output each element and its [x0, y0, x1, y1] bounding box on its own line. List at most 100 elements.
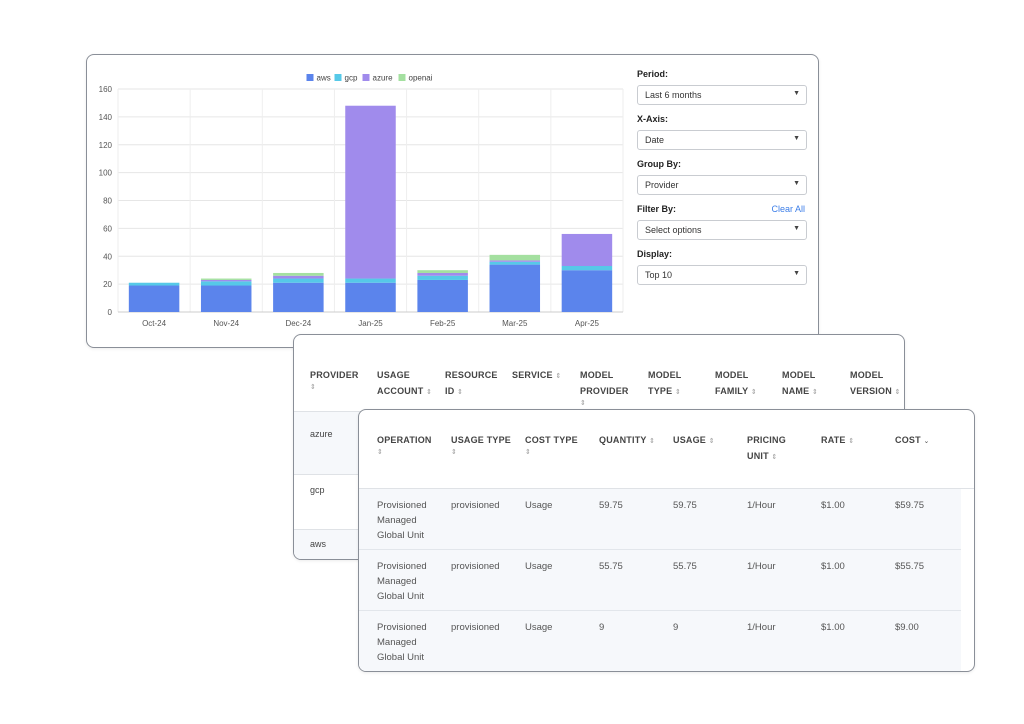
- header-model-family[interactable]: MODEL FAMILY ⇕: [715, 367, 757, 401]
- xaxis-value: Date: [645, 135, 665, 145]
- operation-line: Managed: [377, 576, 417, 587]
- sort-icon: ⇕: [894, 389, 901, 396]
- header-cost[interactable]: COST ⌄: [895, 432, 930, 450]
- legend-swatch: [362, 74, 370, 81]
- header-model-version[interactable]: MODEL VERSION ⇕: [850, 367, 901, 401]
- header-label-line1: RESOURCE: [445, 370, 498, 380]
- stacked-bar-chart: 0 20 40 60 80 100 120 140 160 Oct-24 Nov-24 Dec-24 J…: [99, 74, 624, 328]
- header-label-line1: MODEL: [580, 370, 614, 380]
- header-cost-type[interactable]: COST TYPE ⇕: [525, 432, 578, 458]
- sort-icon: ⇕: [580, 400, 587, 407]
- sort-desc-icon: ⌄: [923, 438, 930, 445]
- header-service[interactable]: SERVICE ⇕: [512, 367, 562, 385]
- bar-segment-aws: [489, 264, 541, 312]
- header-label-line2: VERSION: [850, 386, 892, 396]
- display-select[interactable]: Top 10 ▼: [637, 265, 807, 285]
- bar-segment-openai: [273, 272, 324, 276]
- header-resource-id[interactable]: RESOURCE ID ⇕: [445, 367, 498, 401]
- header-label-line1: PRICING: [747, 435, 786, 445]
- xaxis-label: X-Axis:: [637, 114, 669, 124]
- sort-icon: ⇕: [555, 373, 562, 380]
- group-by-select[interactable]: Provider ▼: [637, 175, 807, 195]
- x-tick-label: Mar-25: [502, 319, 528, 328]
- provider-cell: gcp: [310, 485, 325, 495]
- filter-by-value: Select options: [645, 225, 702, 235]
- y-tick-label: 160: [99, 85, 113, 94]
- table-row[interactable]: Provisioned Managed Global Unit provisio…: [359, 489, 961, 550]
- header-operation[interactable]: OPERATION ⇕: [377, 432, 432, 458]
- header-usage[interactable]: USAGE ⇕: [673, 432, 715, 450]
- provider-table-header: PROVIDER ⇕ USAGE ACCOUNT ⇕ RESOURCE ID ⇕…: [294, 335, 904, 410]
- x-tick-label: Oct-24: [142, 319, 167, 328]
- legend-swatch: [398, 74, 406, 81]
- caret-down-icon: ▼: [793, 90, 800, 97]
- xaxis-select[interactable]: Date ▼: [637, 130, 807, 150]
- filter-by-select[interactable]: Select options ▼: [637, 220, 807, 240]
- sort-icon: ⇕: [708, 438, 715, 445]
- header-label-line1: USAGE: [377, 370, 411, 380]
- usage-type-cell: provisioned: [451, 500, 500, 511]
- bar-segment-azure: [200, 279, 252, 282]
- legend-label: gcp: [345, 74, 358, 83]
- header-usage-type-label: USAGE TYPE: [451, 435, 512, 445]
- sort-icon: ⇕: [457, 389, 464, 396]
- header-usage-account[interactable]: USAGE ACCOUNT ⇕: [377, 367, 432, 401]
- operation-line: Provisioned: [377, 500, 427, 511]
- usage-cell: 9: [673, 622, 679, 633]
- operation-line: Provisioned: [377, 622, 427, 633]
- usage-cell: 59.75: [673, 500, 697, 511]
- sort-icon: ⇕: [812, 389, 819, 396]
- bar-segment-aws: [345, 282, 396, 312]
- usage-type-cell: provisioned: [451, 622, 500, 633]
- header-usage-type[interactable]: USAGE TYPE ⇕: [451, 432, 511, 458]
- display-value: Top 10: [645, 270, 673, 280]
- header-model-provider[interactable]: MODEL PROVIDER ⇕: [580, 367, 629, 409]
- cost-type-cell: Usage: [525, 561, 553, 572]
- clear-all-link[interactable]: Clear All: [771, 204, 805, 214]
- bar-segment-aws: [128, 285, 180, 312]
- rate-cell: $1.00: [821, 622, 845, 633]
- table-row[interactable]: Provisioned Managed Global Unit provisio…: [359, 550, 961, 611]
- operations-table: OPERATION ⇕ USAGE TYPE ⇕ COST TYPE ⇕ QUA…: [358, 409, 975, 672]
- group-by-value: Provider: [645, 180, 679, 190]
- operation-line: Managed: [377, 637, 417, 648]
- bar-segment-aws: [417, 279, 468, 312]
- y-tick-label: 80: [103, 197, 112, 206]
- operation-line: Global Unit: [377, 652, 424, 663]
- header-label-line1: SERVICE: [512, 370, 553, 380]
- sort-icon: ⇕: [451, 449, 458, 456]
- bar-segment-azure: [345, 105, 396, 279]
- bar-segment-azure: [489, 260, 541, 262]
- bar-segment-gcp: [489, 261, 541, 265]
- pricing-unit-cell: 1/Hour: [747, 561, 776, 572]
- y-tick-label: 20: [103, 280, 112, 289]
- operation-cell: Provisioned Managed Global Unit: [377, 498, 427, 543]
- header-label-line1: MODEL: [715, 370, 749, 380]
- bar-segment-openai: [200, 278, 252, 280]
- bar-segment-aws: [273, 282, 324, 312]
- header-quantity[interactable]: QUANTITY ⇕: [599, 432, 655, 450]
- legend-swatch: [334, 74, 342, 81]
- header-model-type[interactable]: MODEL TYPE ⇕: [648, 367, 682, 401]
- y-tick-label: 60: [103, 224, 112, 233]
- cost-cell: $55.75: [895, 561, 925, 572]
- header-model-name[interactable]: MODEL NAME ⇕: [782, 367, 818, 401]
- table-row[interactable]: Provisioned Managed Global Unit provisio…: [359, 611, 961, 671]
- rate-cell: $1.00: [821, 500, 845, 511]
- quantity-cell: 59.75: [599, 500, 623, 511]
- cost-cell: $9.00: [895, 622, 919, 633]
- header-rate[interactable]: RATE ⇕: [821, 432, 854, 450]
- header-cost-type-label: COST TYPE: [525, 435, 578, 445]
- header-pricing-unit[interactable]: PRICING UNIT ⇕: [747, 432, 786, 466]
- bar-segment-azure: [417, 272, 468, 276]
- usage-type-cell: provisioned: [451, 561, 500, 572]
- header-provider[interactable]: PROVIDER ⇕: [310, 367, 359, 393]
- operation-cell: Provisioned Managed Global Unit: [377, 620, 427, 665]
- caret-down-icon: ▼: [793, 270, 800, 277]
- sort-icon: ⇕: [377, 449, 384, 456]
- bar-segment-aws: [200, 285, 252, 312]
- display-label: Display:: [637, 249, 673, 259]
- header-label-line2: FAMILY: [715, 386, 749, 396]
- period-select[interactable]: Last 6 months ▼: [637, 85, 807, 105]
- sort-icon: ⇕: [750, 389, 757, 396]
